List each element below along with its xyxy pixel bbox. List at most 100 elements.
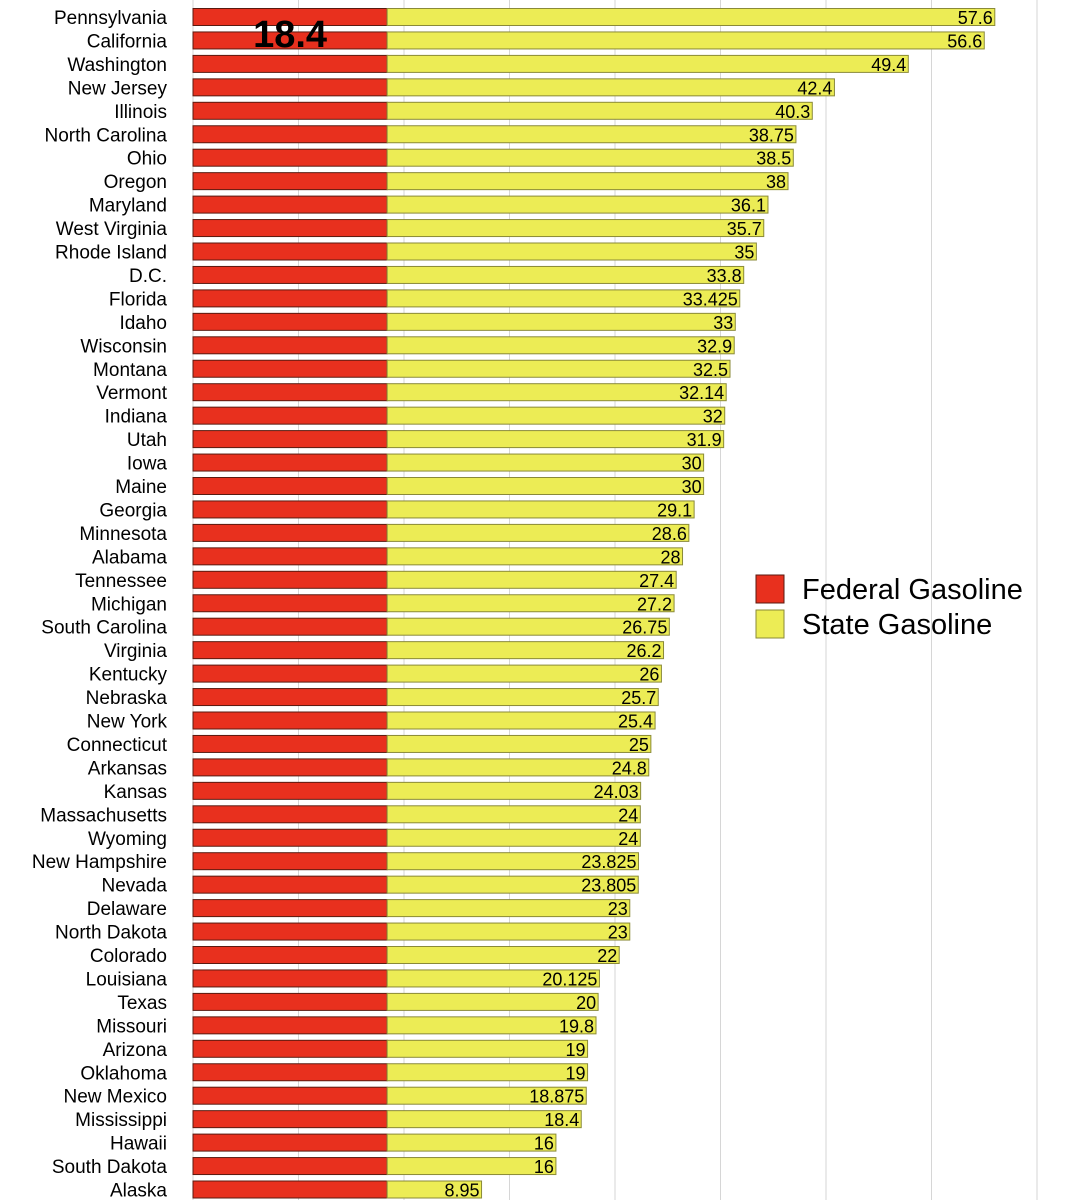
bar-state — [386, 406, 726, 425]
value-label: 18.4 — [544, 1110, 579, 1130]
bar-federal — [192, 78, 388, 97]
bar-federal — [192, 1063, 388, 1082]
bar-federal — [192, 101, 388, 120]
federal-value-label: 18.4 — [253, 14, 327, 56]
bar-state — [386, 617, 670, 636]
bar-state — [386, 265, 745, 284]
bar-federal — [192, 312, 388, 331]
value-label: 16 — [534, 1134, 554, 1154]
category-label: Mississippi — [75, 1110, 167, 1131]
bar-federal — [192, 453, 388, 472]
category-label: West Virginia — [56, 219, 168, 240]
bars — [192, 8, 996, 1199]
value-label: 16 — [534, 1157, 554, 1177]
category-label: Washington — [67, 55, 167, 76]
bar-federal — [192, 406, 388, 425]
category-label: Ohio — [127, 149, 167, 170]
bar-state — [386, 946, 620, 964]
bar-federal — [192, 875, 388, 894]
bar-state — [386, 758, 650, 777]
bar-state — [386, 101, 813, 120]
value-label: 38 — [766, 172, 786, 192]
bar-federal — [192, 570, 388, 589]
category-label: Kentucky — [89, 665, 168, 686]
bar-federal — [192, 172, 388, 191]
bar-federal — [192, 1016, 388, 1035]
bar-federal — [192, 758, 388, 777]
bar-federal — [192, 711, 388, 730]
category-label: Rhode Island — [55, 243, 167, 264]
value-label: 24 — [618, 805, 638, 825]
value-label: 38.75 — [749, 125, 794, 145]
bar-state — [386, 1039, 589, 1058]
bar-state — [386, 8, 996, 26]
bar-federal — [192, 500, 388, 519]
category-label: Wyoming — [88, 829, 167, 850]
bar-federal — [192, 594, 388, 613]
category-label: Florida — [109, 289, 168, 310]
category-label: Connecticut — [67, 735, 168, 756]
category-label: Wisconsin — [80, 336, 167, 357]
value-label: 32.14 — [679, 383, 724, 403]
category-label: D.C. — [129, 266, 167, 287]
value-label: 31.9 — [687, 430, 722, 450]
category-label: North Carolina — [45, 125, 168, 146]
value-label: 25.4 — [618, 712, 653, 732]
value-label: 24.8 — [612, 758, 647, 778]
value-label: 49.4 — [871, 55, 906, 75]
bar-federal — [192, 641, 388, 660]
bar-federal — [192, 1086, 388, 1105]
bar-federal — [192, 219, 388, 238]
category-label: Vermont — [96, 383, 167, 404]
category-label: Oregon — [104, 172, 167, 193]
bar-state — [386, 1063, 589, 1082]
value-label: 35.7 — [727, 219, 762, 239]
value-label: 33.425 — [683, 289, 738, 309]
value-label: 30 — [682, 477, 702, 497]
legend-label-federal: Federal Gasoline — [802, 574, 1023, 606]
bar-federal — [192, 664, 388, 683]
bar-state — [386, 195, 769, 214]
bar-federal — [192, 289, 388, 308]
bar-state — [386, 1086, 587, 1105]
value-label: 27.2 — [637, 594, 672, 614]
legend-swatch-state — [755, 609, 785, 639]
category-label: Georgia — [99, 500, 167, 521]
value-label: 19 — [566, 1040, 586, 1060]
bar-state — [386, 852, 639, 871]
value-label: 57.6 — [958, 8, 993, 28]
bar-federal — [192, 477, 388, 495]
bar-state — [386, 148, 794, 167]
bar-state — [386, 828, 641, 847]
legend: Federal Gasoline State Gasoline — [755, 574, 1023, 641]
value-label: 32 — [703, 407, 723, 427]
category-label: Idaho — [119, 313, 167, 334]
category-label: Delaware — [87, 899, 167, 920]
value-label: 38.5 — [756, 149, 791, 169]
category-label: Missouri — [96, 1016, 167, 1037]
bar-state — [386, 500, 695, 519]
bar-state — [386, 430, 725, 449]
value-label: 35 — [734, 243, 754, 263]
category-label: Alabama — [92, 547, 167, 568]
category-label: Indiana — [105, 407, 168, 428]
bar-state — [386, 641, 665, 660]
bar-state — [386, 336, 735, 355]
category-label: South Carolina — [41, 618, 167, 639]
bar-state — [386, 383, 727, 402]
bar-federal — [192, 617, 388, 636]
value-label: 8.95 — [444, 1181, 479, 1200]
bar-state — [386, 78, 835, 97]
value-label: 28.6 — [652, 524, 687, 544]
value-label: 20 — [576, 993, 596, 1013]
category-label: Arizona — [103, 1040, 168, 1061]
bar-federal — [192, 828, 388, 847]
category-label: Nevada — [102, 876, 168, 897]
bar-state — [386, 477, 705, 495]
category-label: Louisiana — [86, 969, 168, 990]
category-label: New Mexico — [64, 1087, 167, 1108]
bar-state — [386, 781, 642, 800]
value-label: 22 — [597, 946, 617, 966]
bar-state — [386, 54, 909, 73]
